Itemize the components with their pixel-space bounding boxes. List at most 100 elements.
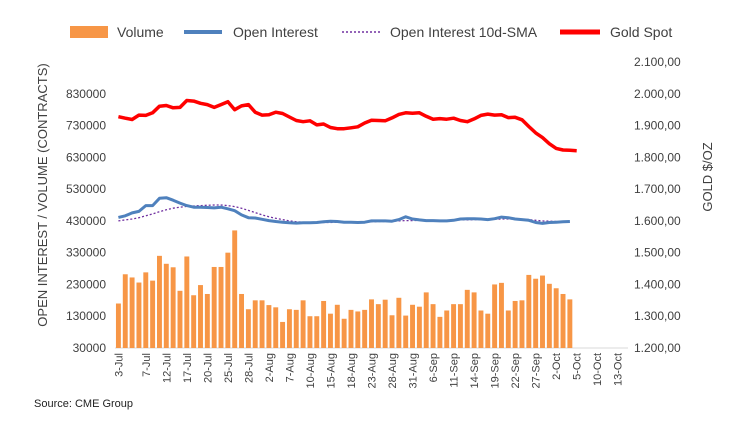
x-tick-label: 15-Aug: [325, 353, 337, 388]
volume-bar: [266, 305, 272, 348]
open-interest-sma-line: [118, 204, 570, 224]
volume-bar: [156, 255, 162, 348]
volume-bar: [553, 288, 559, 348]
volume-bar: [485, 313, 491, 348]
volume-bar: [451, 304, 457, 348]
x-tick-label: 2-Oct: [551, 353, 563, 380]
y2-tick-label: 1.300,00: [634, 309, 681, 323]
volume-bar: [444, 310, 450, 348]
legend-label-open-interest: Open Interest: [233, 24, 318, 40]
volume-bar: [245, 309, 251, 348]
volume-bar: [232, 230, 238, 348]
volume-bar: [280, 321, 286, 348]
volume-bar: [505, 310, 511, 348]
volume-bar: [136, 282, 142, 348]
x-tick-label: 27-Sep: [531, 353, 543, 388]
volume-bar: [150, 280, 156, 348]
x-tick-label: 17-Jul: [182, 353, 194, 383]
volume-bar: [457, 304, 463, 348]
volume-bar: [191, 295, 197, 348]
volume-bar: [293, 309, 299, 348]
y-tick-label: 830000: [66, 87, 106, 101]
volume-bar: [314, 316, 320, 348]
y-tick-label: 130000: [66, 309, 106, 323]
gold-spot-line: [118, 98, 577, 153]
volume-bar: [184, 256, 190, 348]
volume-bar: [129, 277, 135, 348]
y2-tick-label: 1.600,00: [634, 214, 681, 228]
x-tick-label: 10-Oct: [592, 353, 604, 386]
volume-bar: [382, 299, 388, 348]
x-tick-label: 25-Jul: [223, 353, 235, 383]
volume-bar: [423, 292, 429, 348]
x-tick-label: 6-Sep: [428, 353, 440, 382]
volume-bar: [540, 275, 545, 348]
volume-bar: [389, 315, 395, 348]
volume-bar: [416, 306, 422, 348]
x-tick-label: 2-Aug: [264, 353, 276, 382]
x-tick-label: 10-Aug: [305, 353, 317, 388]
volume-bar: [198, 285, 203, 348]
volume-bar: [437, 316, 443, 348]
x-tick-label: 28-Jul: [243, 353, 255, 383]
volume-bar: [225, 252, 231, 348]
volume-bar: [369, 299, 374, 348]
volume-bar: [526, 274, 532, 348]
y-tick-label: 230000: [66, 277, 106, 291]
x-tick-label: 14-Sep: [469, 353, 481, 388]
volume-bar: [492, 284, 498, 348]
y2-axis-title: GOLD $/OZ: [700, 142, 715, 211]
volume-bar: [375, 304, 381, 348]
volume-bar: [567, 299, 573, 348]
x-tick-label: 22-Sep: [510, 353, 522, 388]
volume-bar: [122, 274, 128, 348]
x-tick-label: 7-Jul: [141, 353, 153, 377]
volume-bar: [430, 304, 436, 348]
volume-bar: [403, 315, 409, 348]
y2-tick-label: 2.000,00: [634, 87, 681, 101]
volume-bar: [143, 272, 149, 348]
legend-label-open-interest-sma: Open Interest 10d-SMA: [390, 24, 538, 40]
volume-bar: [341, 318, 347, 348]
volume-bar: [327, 313, 333, 348]
volume-bar: [115, 303, 121, 348]
y2-tick-label: 1.400,00: [634, 277, 681, 291]
x-tick-label: 13-Oct: [613, 353, 625, 386]
legend-swatch-volume: [70, 26, 108, 38]
volume-bar: [259, 300, 265, 348]
x-tick-label: 3-Jul: [113, 353, 125, 377]
x-tick-label: 7-Aug: [284, 353, 296, 382]
volume-bar: [512, 300, 518, 348]
volume-bar: [307, 316, 313, 348]
x-tick-label: 20-Jul: [202, 353, 214, 383]
volume-bar: [546, 283, 552, 348]
y2-tick-label: 1.200,00: [634, 341, 681, 355]
volume-bar: [211, 266, 217, 348]
y2-tick-label: 1.700,00: [634, 182, 681, 196]
x-tick-label: 31-Aug: [408, 353, 420, 388]
volume-bar: [348, 309, 354, 348]
volume-bar: [334, 304, 340, 348]
x-tick-label: 28-Aug: [387, 353, 399, 388]
y2-tick-label: 2.100,00: [634, 55, 681, 69]
volume-bar: [218, 266, 224, 348]
volume-bar: [177, 290, 183, 348]
volume-bar: [533, 278, 539, 348]
volume-bar: [396, 297, 402, 348]
volume-bar: [471, 292, 477, 348]
y-tick-label: 30000: [73, 341, 107, 355]
volume-bar: [170, 267, 176, 348]
y-tick-label: 430000: [66, 214, 106, 228]
volume-bar: [239, 293, 245, 348]
volume-bar: [273, 307, 279, 348]
volume-bar: [355, 311, 361, 348]
volume-bar: [560, 293, 566, 348]
volume-bar: [321, 300, 327, 348]
open-interest-line: [118, 196, 570, 225]
volume-bar: [163, 263, 169, 348]
volume-bar: [478, 310, 484, 348]
x-tick-label: 23-Aug: [367, 353, 379, 388]
legend-label-gold-spot: Gold Spot: [610, 24, 672, 40]
